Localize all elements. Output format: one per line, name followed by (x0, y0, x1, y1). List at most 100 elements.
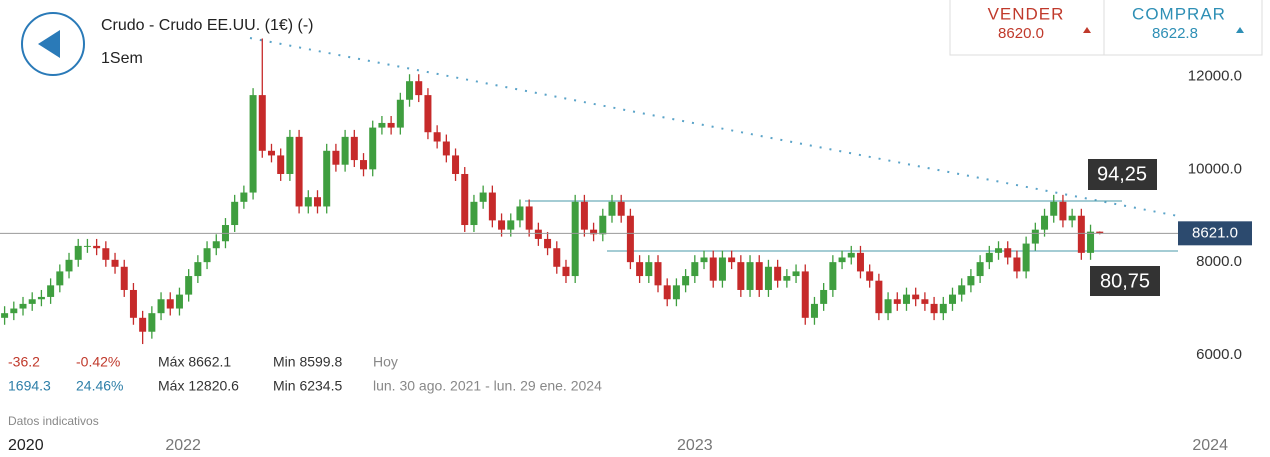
chart-title: Crudo - Crudo EE.UU. (1€) (-) (101, 17, 314, 34)
candle-body (893, 299, 901, 304)
candle-body (571, 201, 579, 277)
candle-body (967, 276, 975, 286)
candle-body (626, 215, 634, 263)
candle-body (442, 141, 450, 156)
candle-body (295, 136, 303, 207)
candle-body (479, 192, 487, 202)
candle-body (672, 285, 680, 300)
candle-body (461, 173, 469, 226)
candle-body (709, 257, 717, 281)
candle-body (10, 308, 18, 314)
candle-body (1068, 215, 1076, 221)
x-tick-label: 2024 (1192, 437, 1228, 454)
trade-panel (949, 0, 1263, 56)
candle-body (544, 238, 552, 249)
candle-body (111, 259, 119, 267)
sell-label[interactable]: VENDER (988, 4, 1065, 23)
candle-body (65, 259, 73, 272)
candle-body (1031, 229, 1039, 244)
candle-body (562, 266, 570, 277)
stat: lun. 30 ago. 2021 - lun. 29 ene. 2024 (373, 378, 602, 394)
candle-body (617, 201, 625, 216)
candle-body (700, 257, 708, 263)
stat: -36.2 (8, 354, 40, 370)
candle-body (875, 280, 883, 314)
stat: -0.42% (76, 354, 120, 370)
candle-body (985, 252, 993, 263)
stat: Min 8599.8 (273, 354, 342, 370)
candle-body (507, 220, 515, 230)
candle-body (323, 150, 331, 207)
candle-body (764, 266, 772, 290)
x-tick-label: 2023 (677, 437, 713, 454)
buy-label[interactable]: COMPRAR (1132, 4, 1226, 23)
candle-body (654, 262, 662, 286)
candle-body (277, 155, 285, 174)
candle-body (452, 155, 460, 174)
candle-body (847, 252, 855, 258)
candle-body (378, 122, 386, 128)
candle-body (387, 122, 395, 128)
candle-body (737, 262, 745, 290)
candle-body (157, 299, 165, 314)
candle-body (175, 294, 183, 309)
candle-body (93, 245, 101, 249)
candles (1, 38, 1104, 345)
candle-body (194, 262, 202, 277)
candle-body (866, 271, 874, 281)
stat: 1694.3 (8, 378, 51, 394)
candle-body (755, 262, 763, 290)
stat: Máx 12820.6 (158, 378, 239, 394)
note: Datos indicativos (8, 414, 99, 428)
candle-body (286, 136, 294, 174)
x-tick-label: 2020 (8, 437, 44, 454)
candle-body (958, 285, 966, 295)
candle-body (249, 95, 257, 193)
candle-body (350, 136, 358, 161)
candle-body (74, 245, 82, 260)
buy-price[interactable]: 8622.8 (1152, 25, 1198, 42)
candle-body (912, 294, 920, 300)
y-tick-label: 10000.0 (1188, 160, 1242, 177)
candle-body (801, 271, 809, 318)
sell-arrow (1083, 27, 1091, 33)
candle-body (682, 276, 690, 286)
annotation: 94,25 (1097, 163, 1147, 185)
stat: Hoy (373, 354, 398, 370)
candle-body (810, 303, 818, 318)
candle-body (516, 206, 524, 221)
candle-body (47, 285, 55, 297)
candle-body (83, 245, 91, 247)
candle-body (1096, 231, 1104, 234)
sell-price[interactable]: 8620.0 (998, 25, 1044, 42)
candle-body (1050, 201, 1058, 216)
candle-body (728, 257, 736, 263)
annotation-box (1088, 159, 1157, 190)
candle-body (774, 266, 782, 281)
candle-body (166, 299, 174, 309)
candle-body (231, 201, 239, 226)
candle-body (820, 289, 828, 304)
candle-body (304, 197, 312, 207)
candle-body (139, 317, 147, 332)
candle-body (396, 99, 404, 128)
candle-body (203, 248, 211, 263)
candle-body (949, 294, 956, 304)
candle-body (488, 192, 496, 221)
candle-body (406, 81, 414, 100)
candle-body (976, 262, 984, 277)
back-arrow (38, 30, 60, 58)
candle-body (1, 313, 9, 318)
candle-body (553, 248, 561, 267)
candle-body (718, 257, 726, 281)
candle-body (369, 127, 377, 170)
stat: Máx 8662.1 (158, 354, 231, 370)
candle-body (56, 271, 64, 286)
candle-body (1087, 231, 1095, 253)
candle-body (212, 241, 220, 249)
annotation-box (1090, 266, 1160, 296)
candle-body (120, 266, 128, 290)
candle-body (470, 201, 478, 226)
